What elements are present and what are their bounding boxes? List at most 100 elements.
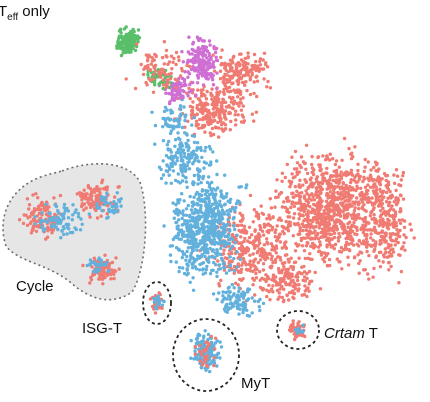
title-main: T [0,3,7,20]
point-1084 [397,253,401,257]
point-1969 [282,287,286,291]
point-981 [394,188,398,193]
point-3070 [181,60,185,64]
point-4181 [212,363,216,368]
point-848 [310,192,314,196]
point-2620 [211,268,215,272]
point-942 [357,244,361,248]
point-1870 [225,73,229,77]
point-2535 [226,222,230,227]
point-1983 [265,288,269,292]
point-3112 [202,39,206,43]
point-1978 [271,290,275,294]
point-1138 [371,179,375,183]
point-259 [335,257,339,261]
point-1328 [271,215,275,220]
point-131 [363,157,367,162]
point-696 [332,211,336,215]
point-1702 [239,97,243,101]
point-296 [347,263,351,267]
point-894 [362,169,366,174]
label-myt: MyT [241,375,270,392]
point-3134 [205,49,209,53]
point-2339 [204,209,208,213]
point-2714 [161,159,165,163]
point-3901 [98,205,102,210]
point-3389 [157,83,162,87]
point-807 [301,208,305,212]
point-1017 [398,193,403,197]
point-884 [324,216,328,220]
point-3405 [149,79,153,83]
point-3904 [107,207,111,211]
point-1388 [262,248,266,252]
point-2639 [182,271,187,276]
point-2421 [213,198,217,203]
point-3464 [166,62,170,67]
point-3451 [178,74,183,78]
point-2623 [203,254,207,259]
point-1749 [255,79,260,83]
point-2219 [231,217,235,221]
point-2905 [238,303,242,307]
point-2636 [181,233,185,237]
point-2793 [173,162,177,166]
point-1710 [210,93,214,98]
point-1147 [360,205,365,209]
point-2831 [237,289,241,294]
point-2707 [173,178,178,183]
point-1092 [394,237,399,241]
point-244 [351,243,356,247]
point-1553 [224,105,229,109]
point-2819 [195,155,199,160]
point-1894 [230,66,234,70]
point-3206 [178,93,183,97]
point-766 [328,195,332,199]
point-926 [412,236,416,240]
point-436 [309,210,313,214]
point-680 [290,172,294,176]
point-1223 [270,248,274,252]
point-3345 [121,38,125,42]
point-2657 [211,209,216,213]
point-1286 [241,277,245,281]
point-845 [313,244,317,248]
point-2568 [217,263,222,267]
point-492 [330,174,334,179]
point-1443 [258,258,263,262]
point-2558 [169,259,173,264]
point-2267 [181,173,185,178]
point-3640 [95,198,99,202]
point-2794 [190,134,195,138]
point-873 [345,212,349,216]
point-1021 [396,231,400,235]
point-773 [346,171,351,175]
point-2809 [187,167,192,171]
point-38 [331,157,335,161]
point-2104 [184,258,188,262]
point-2478 [222,244,227,248]
point-2546 [215,274,219,279]
point-2206 [195,244,199,249]
point-2364 [225,209,229,213]
point-314 [351,155,355,159]
point-3113 [198,71,202,76]
point-2966 [163,117,167,121]
point-3861 [49,218,53,222]
point-4180 [213,336,218,340]
point-65 [304,167,308,171]
point-1780 [252,91,256,96]
point-2472 [205,264,209,269]
point-1151 [386,187,391,191]
point-2039 [276,282,281,287]
point-3452 [133,86,138,91]
point-2807 [179,141,183,145]
point-2289 [222,261,226,266]
point-1088 [391,221,395,225]
point-1389 [245,246,249,250]
point-3908 [112,200,116,204]
point-2414 [207,175,211,179]
point-2483 [187,234,192,239]
point-1194 [234,281,238,285]
point-982 [401,174,405,178]
